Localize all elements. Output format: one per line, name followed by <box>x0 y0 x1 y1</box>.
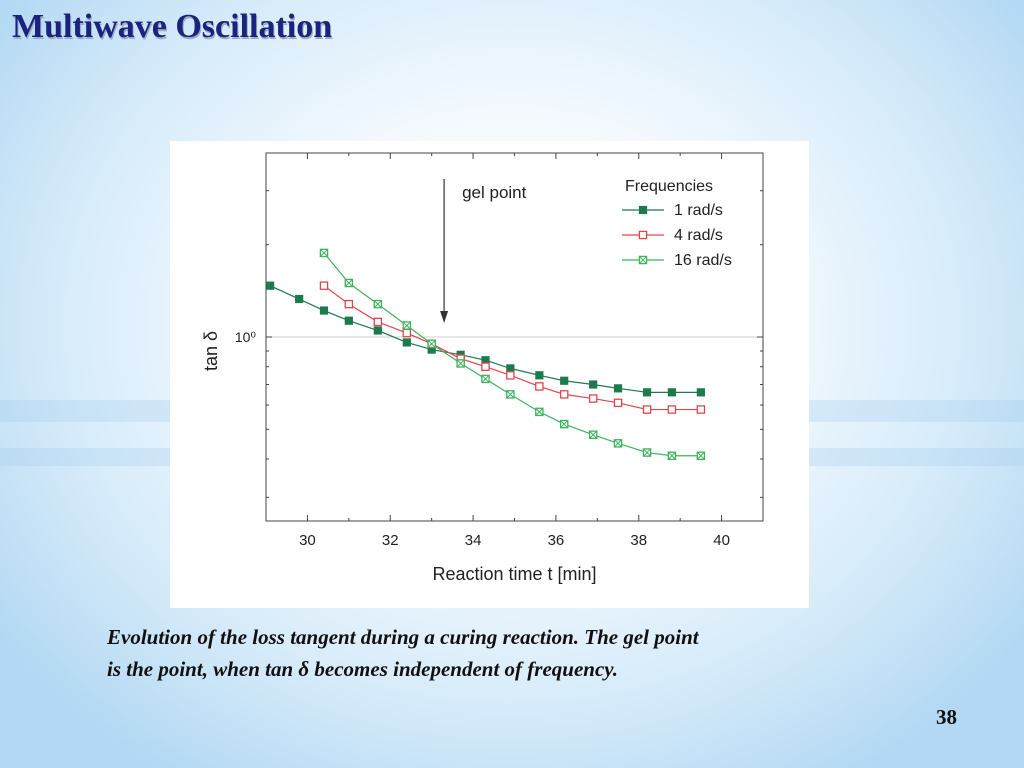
data-point-s2-10-x2 <box>589 430 598 439</box>
x-tick-label: 38 <box>630 532 647 549</box>
data-point-s1-3 <box>402 328 412 338</box>
legend-label-0: 1 rad/s <box>674 202 723 219</box>
data-point-s2-6-x2 <box>481 374 490 383</box>
data-point-s1-13 <box>667 405 677 414</box>
legend-marker-2-x2 <box>639 256 647 264</box>
data-point-s0-5 <box>402 338 411 347</box>
figure-caption: Evolution of the loss tangent during a c… <box>107 621 927 685</box>
data-point-s2-9-x2 <box>560 420 569 429</box>
data-point-s1-10 <box>588 394 598 403</box>
data-point-s2-7-x2 <box>506 390 515 399</box>
data-point-s0-11 <box>560 376 569 385</box>
data-point-s0-16 <box>696 388 705 397</box>
caption-line-1: Evolution of the loss tangent during a c… <box>107 625 699 649</box>
data-point-s1-7 <box>506 371 515 380</box>
data-point-s1-9 <box>559 390 569 399</box>
caption-line-2: is the point, when tan δ becomes indepen… <box>107 657 619 681</box>
data-point-s2-12-x2 <box>643 448 651 457</box>
data-point-s0-4 <box>373 326 382 335</box>
slide-title: Multiwave Oscillation <box>12 8 333 45</box>
data-point-s0-0 <box>266 281 275 290</box>
data-point-s2-14-x2 <box>696 451 705 460</box>
legend-title: Frequencies <box>625 178 713 195</box>
data-point-s1-0 <box>319 281 329 290</box>
x-tick-label: 36 <box>548 532 565 549</box>
gel-point-label: gel point <box>462 183 527 202</box>
legend-marker-1 <box>638 230 648 240</box>
data-point-s2-0-x2 <box>320 248 328 257</box>
data-point-s2-1-x2 <box>344 279 353 287</box>
y-axis-label: tan δ <box>201 331 221 371</box>
data-point-s2-8-x2 <box>535 407 544 416</box>
data-point-s2-3-x2 <box>402 321 411 330</box>
data-point-s2-4-x2 <box>427 339 436 348</box>
data-point-s1-1 <box>344 299 354 309</box>
data-point-s0-9 <box>506 364 515 373</box>
x-tick-label: 30 <box>299 532 316 549</box>
data-point-s0-15 <box>667 388 676 397</box>
legend-marker-0 <box>638 205 648 215</box>
legend-label-2: 16 rad/s <box>674 252 732 269</box>
legend-label-1: 4 rad/s <box>674 227 723 244</box>
y-tick-label: 10⁰ <box>235 329 257 345</box>
data-point-s1-14 <box>696 405 706 414</box>
x-tick-label: 32 <box>382 532 399 549</box>
data-point-s0-3 <box>344 316 353 325</box>
series-line-2 <box>323 252 701 457</box>
data-point-s2-13-x2 <box>667 451 676 460</box>
data-point-s0-2 <box>319 306 329 315</box>
data-point-s0-1 <box>295 294 304 304</box>
gel-point-arrowhead <box>440 311 449 323</box>
chart-panel: 30 32 34 36 38 40 10⁰ Reaction time t [min] tan … <box>170 141 809 608</box>
data-point-s0-14 <box>642 388 652 397</box>
x-tick-label: 40 <box>713 532 730 549</box>
data-point-s2-11-x2 <box>614 439 622 448</box>
page-number: 38 <box>936 705 957 729</box>
data-point-s1-8 <box>535 382 544 391</box>
data-point-s0-12 <box>589 380 598 389</box>
data-point-s2-2-x2 <box>373 300 382 309</box>
loss-tangent-chart: 30 32 34 36 38 40 10⁰ Reaction time t [min] tan … <box>201 152 764 584</box>
data-point-s1-12 <box>642 405 652 414</box>
data-point-s0-10 <box>535 371 544 380</box>
data-point-s1-6 <box>481 362 490 371</box>
data-point-s1-11 <box>613 398 623 408</box>
x-tick-label: 34 <box>465 532 482 549</box>
data-point-s0-13 <box>613 384 623 393</box>
data-point-s2-5-x2 <box>456 359 465 368</box>
x-axis-label: Reaction time t [min] <box>432 564 596 584</box>
data-point-s1-2 <box>373 317 383 327</box>
